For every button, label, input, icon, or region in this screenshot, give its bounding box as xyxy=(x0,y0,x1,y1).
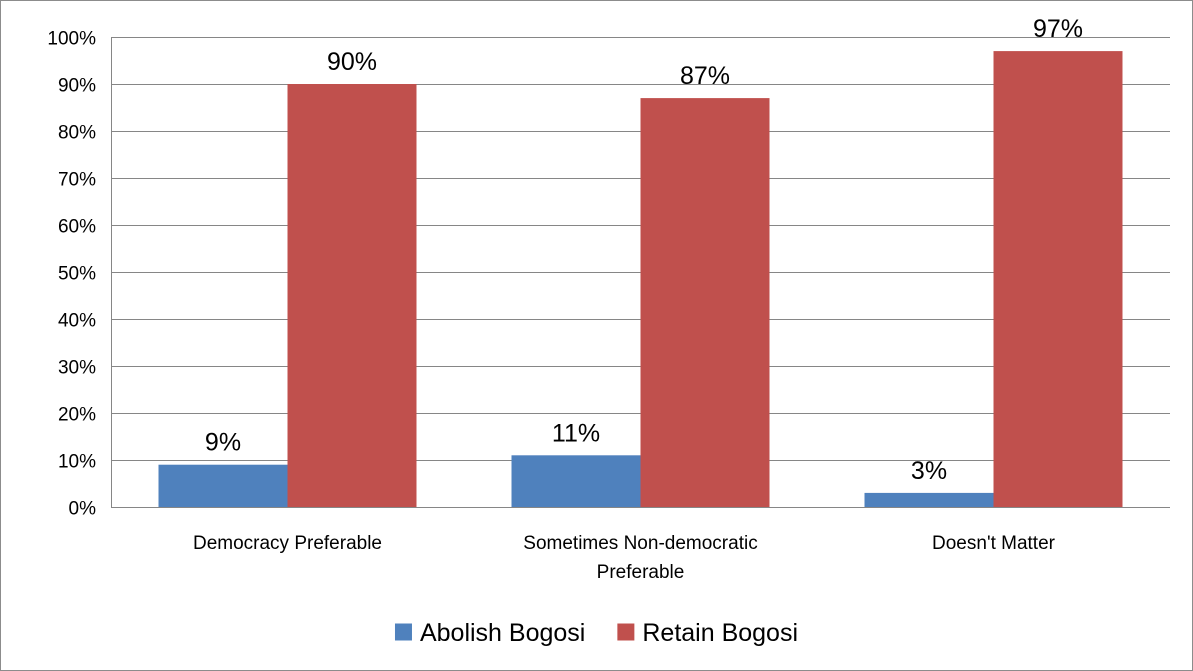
x-tick-label: Preferable xyxy=(597,562,685,583)
bar-abolish-bogosi xyxy=(864,492,994,507)
y-tick-label: 60% xyxy=(58,217,96,238)
data-label: 87% xyxy=(680,62,730,90)
y-tick-label: 70% xyxy=(58,170,96,191)
bar-retain-bogosi xyxy=(640,98,770,507)
bar-abolish-bogosi xyxy=(511,455,641,507)
y-tick-label: 30% xyxy=(58,358,96,379)
y-tick-label: 20% xyxy=(58,405,96,426)
data-label: 11% xyxy=(552,419,600,447)
y-tick-label: 40% xyxy=(58,311,96,332)
data-label: 90% xyxy=(327,48,377,76)
data-label: 97% xyxy=(1033,15,1083,43)
legend-swatch xyxy=(394,623,412,641)
plot-area xyxy=(158,51,1123,507)
legend: Abolish Bogosi Retain Bogosi xyxy=(394,619,798,647)
y-tick-label: 80% xyxy=(58,123,96,144)
bar-retain-bogosi xyxy=(287,84,417,507)
data-label: 9% xyxy=(205,429,241,457)
data-labels: 9% 90% 11% 87% 3% 97% xyxy=(205,15,1083,485)
y-tick-label: 50% xyxy=(58,264,96,285)
y-tick-label: 10% xyxy=(58,452,96,473)
y-tick-label: 90% xyxy=(58,76,96,97)
bar-retain-bogosi xyxy=(993,51,1123,507)
data-label: 3% xyxy=(911,457,947,485)
y-tick-label: 100% xyxy=(47,29,96,50)
x-tick-label: Democracy Preferable xyxy=(193,533,382,554)
axes: 0% 10% 20% 30% 40% 50% 60% 70% 80% 90% 100% Democra… xyxy=(47,29,1170,583)
x-tick-label: Doesn't Matter xyxy=(932,533,1056,554)
legend-label: Abolish Bogosi xyxy=(420,619,585,647)
legend-swatch xyxy=(617,623,635,641)
bar-abolish-bogosi xyxy=(158,464,288,507)
y-tick-label: 0% xyxy=(69,499,97,520)
x-tick-label: Sometimes Non-democratic xyxy=(523,533,757,554)
legend-label: Retain Bogosi xyxy=(642,619,798,647)
